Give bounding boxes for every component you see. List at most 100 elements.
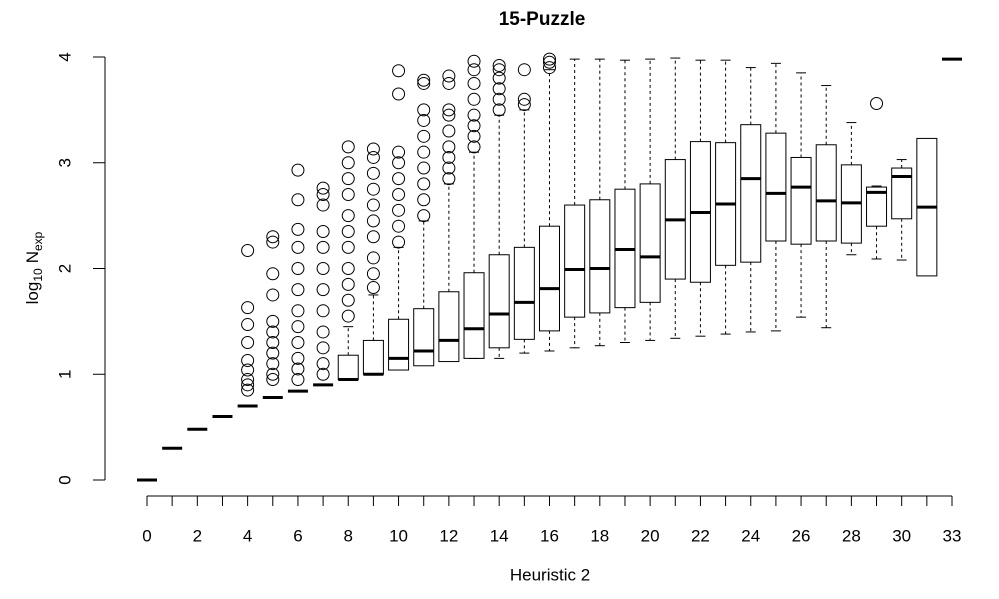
outlier [341, 277, 355, 291]
outlier [266, 230, 280, 244]
x-tick-label: 4 [243, 526, 252, 545]
outlier [341, 309, 355, 323]
outlier [366, 230, 380, 244]
box [539, 225, 560, 332]
outlier [291, 163, 305, 177]
y-tick-label: 0 [55, 475, 74, 484]
outlier [442, 69, 456, 83]
x-tick-label: 18 [590, 526, 609, 545]
x-tick-label: 10 [389, 526, 408, 545]
x-tick-label: 33 [943, 526, 962, 545]
outlier [341, 262, 355, 275]
outlier [442, 172, 456, 186]
outlier [417, 145, 431, 159]
outlier [241, 318, 255, 332]
outlier [366, 150, 380, 164]
outlier [241, 336, 255, 350]
outlier [341, 240, 355, 254]
outlier [417, 129, 431, 143]
outlier [316, 325, 330, 339]
x-tick-label: 8 [344, 526, 353, 545]
x-tick-label: 30 [892, 526, 911, 545]
outlier [417, 209, 431, 223]
outlier [517, 92, 531, 106]
outlier [266, 373, 280, 387]
x-tick-label: 26 [792, 526, 811, 545]
y-label-part: N [23, 251, 42, 263]
box [413, 308, 435, 367]
outlier [266, 357, 280, 371]
outlier [442, 76, 456, 90]
outlier [417, 161, 431, 175]
outlier [341, 224, 355, 238]
outlier [266, 314, 280, 328]
outlier [316, 367, 330, 381]
box [388, 318, 410, 371]
chart-title: 15-Puzzle [499, 9, 586, 30]
outlier [291, 222, 305, 236]
outlier [266, 267, 280, 281]
outlier [366, 198, 380, 212]
outlier [241, 363, 255, 377]
outlier [442, 140, 456, 154]
outlier [366, 182, 380, 196]
box [891, 167, 913, 220]
outlier [492, 92, 506, 106]
outlier [316, 240, 330, 254]
y-label-sub: 10 [31, 268, 45, 282]
outlier [291, 240, 305, 254]
box [639, 183, 661, 303]
x-tick-label: 0 [142, 526, 151, 545]
x-tick-label: 16 [540, 526, 559, 545]
outlier [417, 113, 431, 127]
outlier [266, 336, 280, 350]
outlier [417, 73, 431, 87]
outlier [341, 187, 355, 201]
outlier [442, 103, 456, 117]
outlier [417, 103, 431, 117]
outlier [266, 367, 280, 381]
box [488, 254, 510, 349]
outlier [392, 64, 406, 78]
outlier [392, 219, 406, 233]
outlier [392, 235, 406, 249]
outlier [543, 52, 556, 66]
box [765, 132, 787, 242]
y-axis-label: log10 Nexp [23, 231, 45, 304]
outlier [366, 142, 380, 156]
outlier [341, 293, 355, 307]
outlier [341, 140, 355, 154]
outlier [291, 262, 305, 275]
outlier [241, 373, 255, 387]
outlier [392, 87, 406, 101]
y-tick-label: 4 [55, 52, 74, 61]
outlier [316, 181, 330, 195]
outlier [316, 198, 330, 212]
outlier [266, 288, 280, 302]
outlier [417, 193, 431, 207]
box [740, 124, 762, 263]
x-tick-label: 28 [842, 526, 861, 545]
outlier [291, 320, 305, 334]
outlier [392, 145, 406, 159]
outlier [316, 304, 330, 318]
outlier [241, 244, 255, 258]
box [362, 339, 384, 375]
box [438, 291, 460, 363]
outlier [392, 156, 406, 170]
x-tick-label: 24 [741, 526, 760, 545]
outlier [341, 172, 355, 186]
box [866, 186, 888, 227]
outlier [467, 129, 481, 143]
outlier [316, 224, 330, 238]
outlier [316, 187, 330, 201]
outlier [392, 187, 406, 201]
box [790, 156, 812, 245]
outlier [870, 97, 884, 111]
outlier [492, 58, 506, 72]
x-axis-label: Heuristic 2 [510, 565, 590, 584]
outlier [316, 283, 330, 297]
box [463, 272, 485, 359]
outlier [366, 214, 380, 228]
